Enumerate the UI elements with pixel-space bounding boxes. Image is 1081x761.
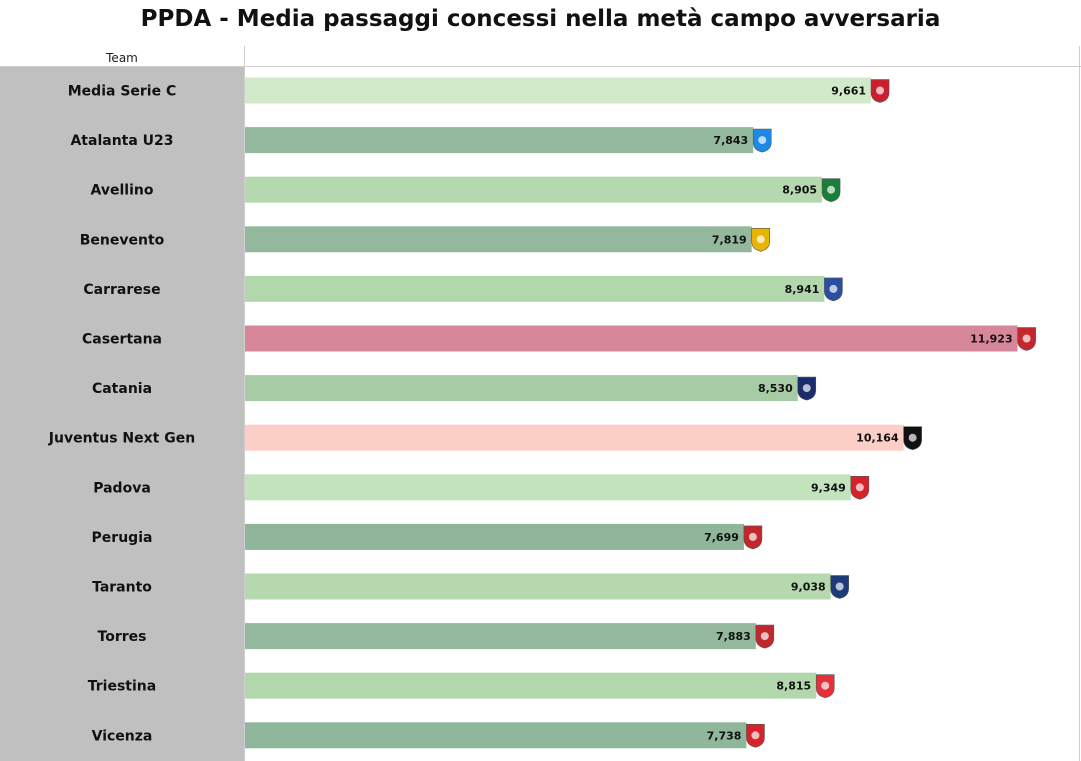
logo-detail-icon bbox=[758, 136, 767, 145]
team-label: Benevento bbox=[80, 232, 165, 248]
value-label: 10,164 bbox=[856, 432, 899, 445]
bar bbox=[245, 226, 752, 253]
logo-detail-icon bbox=[855, 483, 864, 492]
bar bbox=[245, 325, 1018, 352]
chart-title: PPDA - Media passaggi concessi nella met… bbox=[140, 6, 941, 32]
team-label: Torres bbox=[98, 629, 147, 645]
bar bbox=[245, 77, 872, 104]
logo-detail-icon bbox=[835, 582, 844, 591]
value-label: 7,883 bbox=[716, 630, 751, 643]
logo-detail-icon bbox=[751, 731, 760, 740]
team-column-background bbox=[0, 66, 244, 761]
value-label: 9,038 bbox=[791, 581, 826, 594]
team-label: Media Serie C bbox=[68, 84, 177, 100]
logo-detail-icon bbox=[876, 86, 885, 95]
team-label: Avellino bbox=[91, 183, 154, 199]
team-label: Catania bbox=[92, 381, 152, 397]
bar bbox=[245, 623, 756, 650]
bar bbox=[245, 523, 744, 550]
bar bbox=[245, 573, 831, 600]
team-label: Casertana bbox=[82, 332, 162, 348]
bar bbox=[245, 375, 798, 402]
team-label: Perugia bbox=[92, 530, 153, 546]
team-label: Carrarese bbox=[83, 282, 160, 298]
logo-detail-icon bbox=[802, 384, 811, 393]
value-label: 8,815 bbox=[776, 680, 811, 693]
value-label: 7,738 bbox=[707, 729, 742, 742]
logo-detail-icon bbox=[827, 185, 836, 194]
bar bbox=[245, 176, 823, 203]
team-label: Triestina bbox=[88, 679, 156, 695]
value-label: 7,819 bbox=[712, 233, 747, 246]
logo-detail-icon bbox=[760, 632, 769, 641]
value-label: 8,530 bbox=[758, 382, 793, 395]
team-label: Padova bbox=[93, 480, 151, 496]
value-label: 11,923 bbox=[970, 333, 1012, 346]
bar bbox=[245, 672, 817, 699]
team-label: Taranto bbox=[92, 580, 152, 596]
column-header-team: Team bbox=[105, 51, 138, 65]
bar bbox=[245, 127, 754, 154]
bar bbox=[245, 474, 851, 501]
bar bbox=[245, 722, 747, 749]
logo-detail-icon bbox=[829, 284, 838, 293]
logo-detail-icon bbox=[756, 235, 765, 244]
value-label: 8,941 bbox=[785, 283, 820, 296]
logo-detail-icon bbox=[908, 433, 917, 442]
logo-detail-icon bbox=[1022, 334, 1031, 343]
value-label: 7,699 bbox=[704, 531, 739, 544]
value-label: 8,905 bbox=[782, 184, 817, 197]
team-label: Atalanta U23 bbox=[70, 133, 173, 149]
value-label: 7,843 bbox=[713, 134, 748, 147]
bar bbox=[245, 424, 904, 451]
value-label: 9,349 bbox=[811, 481, 846, 494]
bar bbox=[245, 275, 825, 302]
value-label: 9,661 bbox=[831, 85, 866, 98]
logo-detail-icon bbox=[821, 681, 830, 690]
team-label: Vicenza bbox=[92, 728, 153, 744]
team-label: Juventus Next Gen bbox=[48, 431, 195, 447]
logo-detail-icon bbox=[748, 532, 757, 541]
